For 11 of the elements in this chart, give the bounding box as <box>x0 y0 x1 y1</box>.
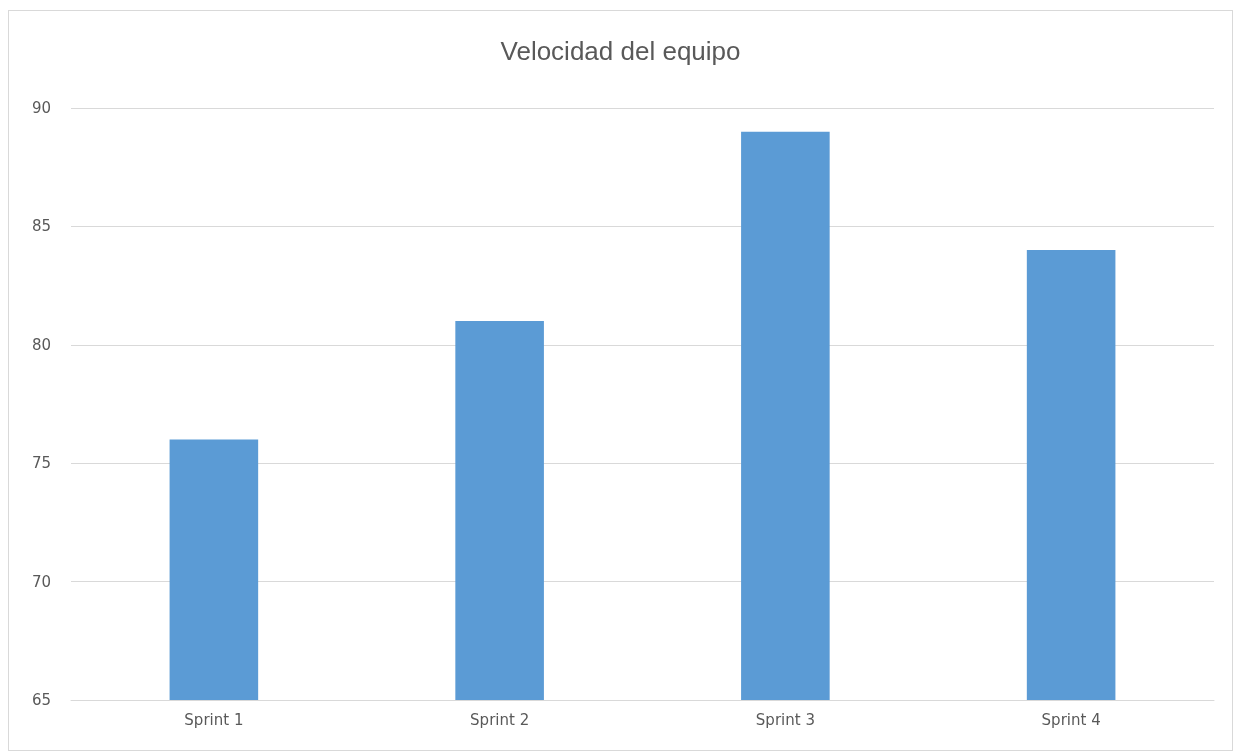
y-tick-label: 85 <box>31 217 51 236</box>
x-tick-label: Sprint 1 <box>184 710 244 729</box>
y-tick-label: 90 <box>31 99 51 117</box>
y-tick-label: 70 <box>31 572 51 591</box>
y-tick-label: 65 <box>31 691 51 709</box>
x-tick-label: Sprint 4 <box>1041 710 1101 729</box>
y-tick-label: 75 <box>31 454 51 473</box>
x-tick-label: Sprint 3 <box>755 710 815 729</box>
chart-title: Velocidad del equipo <box>500 36 741 66</box>
y-tick-label: 80 <box>31 335 51 354</box>
x-tick-label: Sprint 2 <box>470 710 530 729</box>
